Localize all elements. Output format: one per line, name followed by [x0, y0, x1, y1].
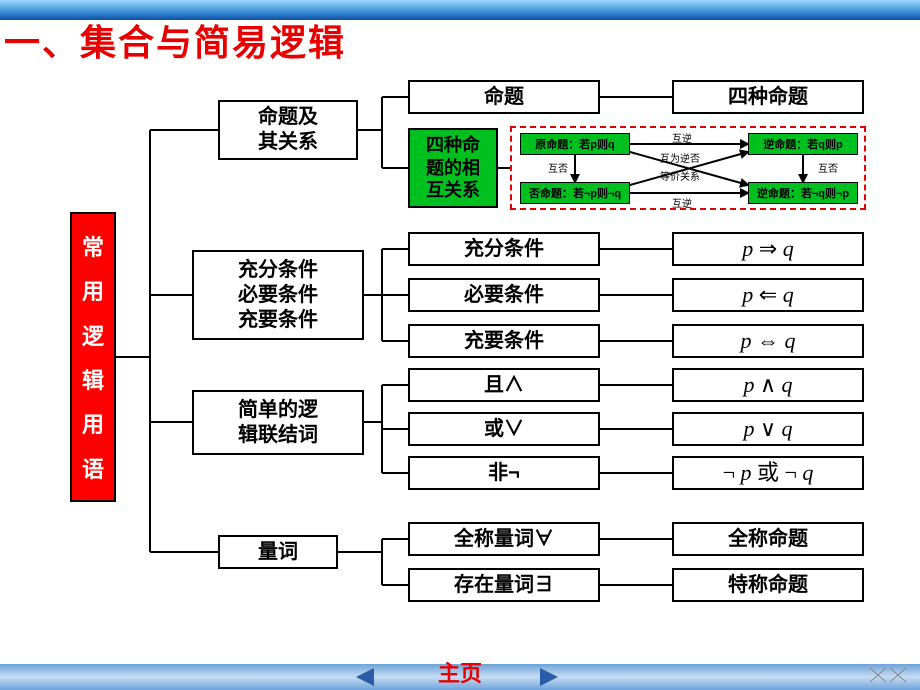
page-title: 一、集合与简易逻辑 一、集合与简易逻辑 [4, 14, 346, 66]
l2-propositions: 命题及 其关系 [218, 100, 358, 160]
l4-or-eq: p ∨ q [672, 412, 864, 446]
l4-existential-prop: 特称命题 [672, 568, 864, 602]
rel-left-label: 互否 [548, 160, 568, 175]
l4-not-eq: ¬ p 或 ¬ q [672, 456, 864, 490]
l3-nec: 必要条件 [408, 278, 600, 312]
l4-suffnec-eq: p ⇔ q [672, 324, 864, 358]
rel-b: 逆命题：若q则p [748, 133, 858, 155]
l3-or: 或∨ [408, 412, 600, 446]
rel-diag1-label: 互为逆否 [660, 150, 700, 165]
prev-button[interactable] [356, 668, 374, 686]
close-icon[interactable] [868, 666, 908, 684]
rel-a: 原命题：若p则q [520, 133, 630, 155]
l4-four-types: 四种命题 [672, 80, 864, 114]
l2-quantifiers: 量词 [218, 535, 338, 569]
l4-suff-eq: p ⇒ q [672, 232, 864, 266]
l4-nec-eq: p ⇐ q [672, 278, 864, 312]
l3-suffnec: 充要条件 [408, 324, 600, 358]
l3-and: 且∧ [408, 368, 600, 402]
l3-suff: 充分条件 [408, 232, 600, 266]
rel-top-label: 互逆 [672, 130, 692, 145]
l3-not: 非¬ [408, 456, 600, 490]
next-button[interactable] [540, 668, 558, 686]
l3-universal: 全称量词∀ [408, 522, 600, 556]
l3-four-rel: 四种命 题的相 互关系 [408, 128, 498, 208]
home-button[interactable]: 主页 [438, 656, 482, 688]
l4-and-eq: p ∧ q [672, 368, 864, 402]
rel-c: 否命题：若¬p则¬q [520, 182, 630, 204]
rel-d: 逆命题：若¬q则¬p [748, 182, 858, 204]
l3-proposition: 命题 [408, 80, 600, 114]
rel-bottom-label: 互逆 [672, 195, 692, 210]
slide: 一、集合与简易逻辑 一、集合与简易逻辑 [0, 0, 920, 690]
rel-diag2-label: 等价关系 [660, 168, 700, 183]
root-node: 常用 逻辑 用语 [70, 212, 116, 502]
rel-right-label: 互否 [818, 160, 838, 175]
l3-existential: 存在量词∃ [408, 568, 600, 602]
l2-connectives: 简单的逻 辑联结词 [192, 390, 364, 455]
l2-conditions: 充分条件 必要条件 充要条件 [192, 250, 364, 340]
l4-universal-prop: 全称命题 [672, 522, 864, 556]
